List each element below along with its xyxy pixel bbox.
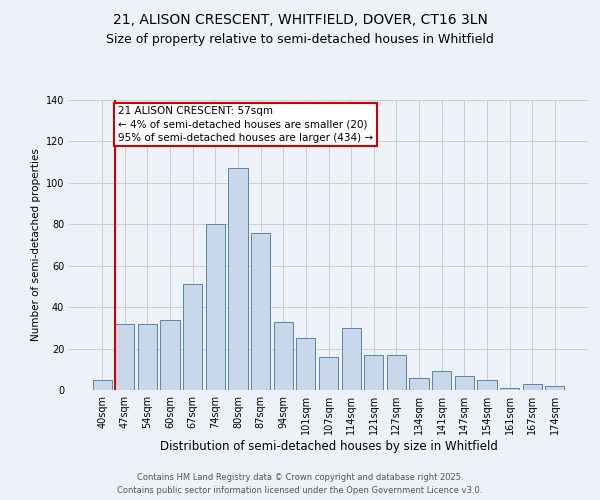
Bar [409,378,428,390]
Text: 21, ALISON CRESCENT, WHITFIELD, DOVER, CT16 3LN: 21, ALISON CRESCENT, WHITFIELD, DOVER, C… [113,12,487,26]
Bar [296,338,316,390]
Bar [387,355,406,390]
Text: Contains HM Land Registry data © Crown copyright and database right 2025.
Contai: Contains HM Land Registry data © Crown c… [118,474,482,495]
Bar [341,328,361,390]
Bar [138,324,157,390]
Bar [92,380,112,390]
Bar [160,320,180,390]
Bar [432,372,451,390]
Bar [251,232,270,390]
Bar [477,380,497,390]
Bar [183,284,202,390]
Bar [364,355,383,390]
Text: 21 ALISON CRESCENT: 57sqm
← 4% of semi-detached houses are smaller (20)
95% of s: 21 ALISON CRESCENT: 57sqm ← 4% of semi-d… [118,106,373,142]
Bar [500,388,519,390]
Bar [455,376,474,390]
Bar [274,322,293,390]
Bar [545,386,565,390]
Bar [206,224,225,390]
X-axis label: Distribution of semi-detached houses by size in Whitfield: Distribution of semi-detached houses by … [160,440,497,453]
Text: Size of property relative to semi-detached houses in Whitfield: Size of property relative to semi-detach… [106,32,494,46]
Bar [523,384,542,390]
Bar [319,357,338,390]
Bar [229,168,248,390]
Y-axis label: Number of semi-detached properties: Number of semi-detached properties [31,148,41,342]
Bar [115,324,134,390]
